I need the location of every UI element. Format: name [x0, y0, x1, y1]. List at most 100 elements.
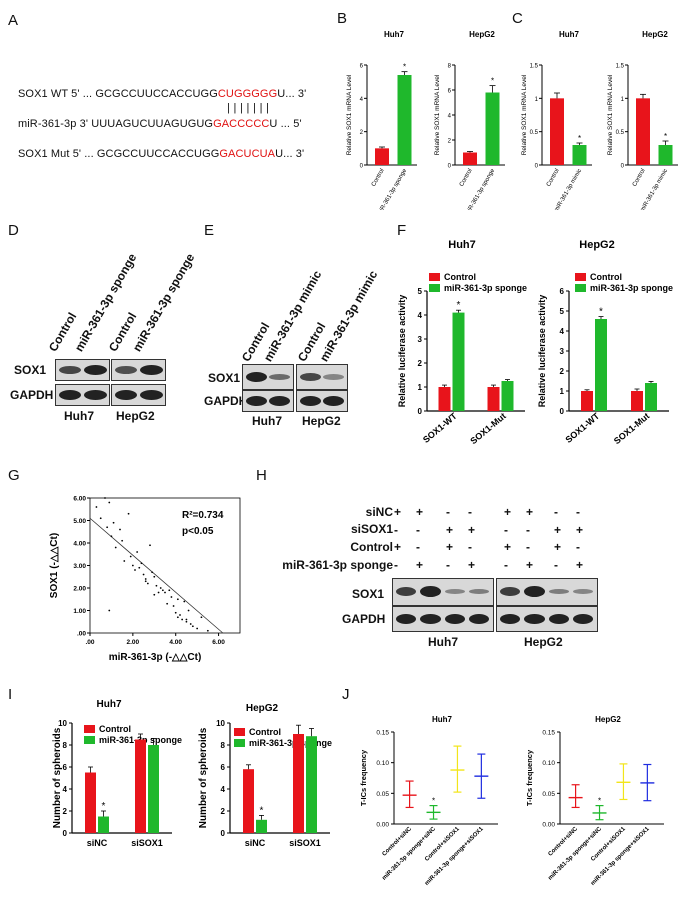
x-tick-label: Control [632, 168, 647, 188]
y-tick-label: 5 [418, 287, 423, 296]
scatter-point [138, 566, 141, 569]
x-tick-label: Control [459, 168, 474, 188]
chart-i-hepg2: HepG2 0 2 4 6 8 10 Number of spheroids Controlmi… [198, 703, 332, 848]
blot-e-cell-hepg2: HepG2 [302, 414, 341, 428]
scatter-point [170, 596, 173, 598]
blot-h-row-gapdh: GAPDH [342, 612, 386, 626]
y-tick-label: 0 [63, 829, 68, 838]
chart-title: Huh7 [448, 239, 476, 251]
legend-label: Control [444, 272, 476, 282]
x-tick-label: siSOX1 [289, 838, 321, 848]
y-tick-label: 0.00 [376, 822, 389, 829]
y-tick-label: 0.5 [616, 130, 625, 136]
y-axis-label: Relative SOX1 mRNA Level [434, 74, 441, 155]
scatter-point [200, 616, 203, 619]
scatter-point [185, 618, 188, 621]
scatter-point [95, 506, 98, 508]
seq-wt-suffix: U... 3' [277, 88, 307, 100]
blot-h-sign: - [526, 540, 530, 555]
y-tick-label: 0.05 [376, 791, 389, 798]
y-tick-label: 2 [418, 359, 423, 368]
panel-label-h: H [256, 467, 267, 484]
y-tick-label: 1.00 [73, 608, 86, 615]
scatter-point [174, 611, 177, 614]
y-tick-label: 8 [221, 741, 226, 750]
y-axis-label: Number of spheroids [198, 727, 209, 828]
scatter-point [129, 555, 132, 558]
y-tick-label: 1 [418, 383, 423, 392]
blot-h-sign: + [416, 557, 424, 572]
blot-h-sign: + [468, 557, 476, 572]
chart-title: HepG2 [469, 30, 495, 39]
blot-d-cell-huh7: Huh7 [64, 409, 94, 423]
y-tick-label: 0.15 [376, 730, 389, 737]
blot-h-cell-huh7: Huh7 [428, 635, 458, 649]
blot-d-lane-4: miR-361-3p sponge [129, 251, 198, 354]
blot-h-sign: - [468, 540, 472, 555]
scatter-point [142, 573, 145, 576]
blot-e-row-sox1: SOX1 [208, 371, 241, 385]
scatter-point [108, 609, 111, 612]
scatter-point [155, 584, 158, 587]
scatter-point [114, 546, 117, 549]
x-tick-label: siNC [245, 838, 266, 848]
blot-e-sox1-huh7 [242, 364, 294, 390]
blot-h-sign: + [526, 505, 534, 519]
regression-line [89, 517, 224, 634]
y-tick-label: 0 [221, 829, 226, 838]
bar-sox1-wt-s0 [581, 391, 593, 411]
annotation-r2: R²=0.734 [182, 510, 224, 521]
legend-label: Control [249, 727, 281, 737]
y-tick-label: 6 [360, 64, 364, 70]
significance-star: * [403, 63, 406, 72]
x-tick-label: siSOX1 [131, 838, 163, 848]
bar-sox1-mut-s0 [487, 387, 500, 411]
y-tick-label: 8 [448, 64, 452, 70]
blot-h-sign: - [504, 522, 508, 537]
blot-h-sign: - [446, 505, 450, 519]
bar-sinc-s1 [256, 819, 267, 833]
scatter-point [112, 521, 115, 524]
y-tick-label: 0.10 [376, 760, 389, 767]
scatter-point [123, 560, 126, 562]
scatter-point [189, 623, 192, 625]
bar-sox1-mut-s1 [645, 383, 657, 411]
blot-e-cell-huh7: Huh7 [252, 414, 282, 428]
y-tick-label: 8 [63, 741, 68, 750]
blot-d-row-sox1: SOX1 [14, 363, 47, 377]
scatter-point [181, 618, 184, 621]
scatter-point [196, 627, 199, 630]
scatter-point [159, 587, 162, 589]
blot-h-sign: + [576, 557, 584, 572]
scatter-point [164, 591, 166, 594]
seq-wt: SOX1 WT 5' ... GCGCCUUCCACCUGGCUGGGGGU..… [18, 88, 306, 100]
y-tick-label: 3 [418, 335, 423, 344]
scatter-point [131, 564, 134, 567]
legend-swatch-0 [575, 273, 586, 281]
blot-h-cond-control: Control [350, 540, 393, 554]
x-tick-label: SOX1-Mut [612, 411, 651, 446]
bar-sox1-wt-s1 [595, 319, 607, 411]
blot-d-gapdh-huh7 [55, 384, 110, 406]
y-tick-label: 0 [560, 407, 565, 416]
chart-b-hepg2: HepG2 0 2 4 6 8 Relative SOX1 mRNA Level Contro… [434, 30, 505, 210]
x-axis-label: miR-361-3p (-△△Ct) [109, 652, 202, 663]
significance-star: * [664, 132, 667, 141]
blot-h-sign: - [526, 522, 530, 537]
x-tick-label: 6.00 [212, 639, 225, 646]
y-tick-label: 2 [360, 130, 364, 136]
bar-sisox1-s1 [306, 736, 317, 833]
blot-e-gapdh-huh7 [242, 390, 294, 412]
significance-star: * [260, 805, 264, 816]
chart-title: HepG2 [595, 715, 621, 724]
scatter-point [185, 620, 188, 623]
bar-sox1-mut-s1 [501, 381, 514, 411]
y-tick-label: 0.10 [542, 760, 555, 767]
significance-star: * [432, 797, 435, 806]
blot-h-sign: + [446, 522, 454, 537]
y-tick-label: 0 [621, 164, 625, 170]
x-tick-label: 4.00 [169, 639, 182, 646]
y-tick-label: 0.05 [542, 791, 555, 798]
